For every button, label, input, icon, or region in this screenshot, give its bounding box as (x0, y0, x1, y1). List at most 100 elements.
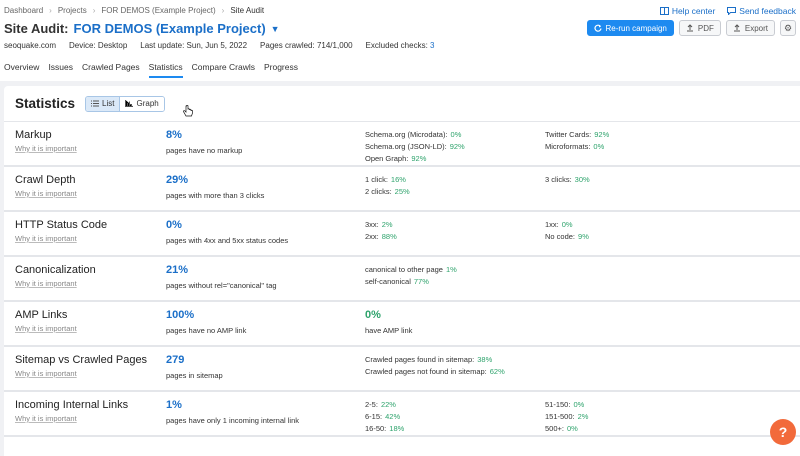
breakdown-value[interactable]: 92% (594, 130, 610, 139)
tab-compare-crawls[interactable]: Compare Crawls (191, 62, 255, 72)
breakdown-label: Schema.org (Microdata): (365, 130, 448, 139)
breakdown-value[interactable]: 0% (561, 220, 573, 229)
tab-progress[interactable]: Progress (263, 62, 298, 72)
stat-description: pages with more than 3 clicks (166, 191, 265, 200)
chevron-right-icon: › (92, 6, 96, 15)
why-important-link[interactable]: Why it is important (15, 279, 77, 288)
stats-list: Markup Why it is important 8% pages have no… (4, 122, 800, 437)
stat-breakdown-item: Microformats: 0% (545, 142, 604, 151)
stat-value[interactable]: 8% (166, 129, 182, 141)
breakdown-label: 6-15: (365, 412, 383, 421)
list-icon (91, 100, 100, 107)
pdf-button[interactable]: PDF (678, 20, 721, 36)
breakdown-label: 2xx: (365, 232, 379, 241)
rerun-campaign-button[interactable]: Re-run campaign (586, 20, 674, 36)
graph-view-button[interactable]: Graph (119, 96, 164, 111)
project-selector[interactable]: FOR DEMOS (Example Project) (73, 21, 266, 36)
refresh-icon (593, 24, 602, 32)
stat-value[interactable]: 0% (166, 219, 182, 231)
stat-breakdown-item: No code: 9% (545, 232, 589, 241)
breakdown-value[interactable]: 2% (577, 412, 589, 421)
project-meta: seoquake.com Device: Desktop Last update… (4, 41, 435, 50)
send-feedback-label: Send feedback (739, 6, 796, 16)
settings-button[interactable]: ⚙ (780, 20, 796, 36)
breakdown-label: Twitter Cards: (545, 130, 592, 139)
breakdown-value[interactable]: 25% (394, 187, 410, 196)
breakdown-value[interactable]: 0% (573, 400, 585, 409)
stat-value[interactable]: 1% (166, 399, 182, 411)
excluded-checks-count[interactable]: 3 (430, 41, 435, 50)
stat-breakdown-item: Crawled pages not found in sitemap: 62% (365, 367, 505, 376)
breakdown-value[interactable]: 0% (450, 130, 462, 139)
export-button[interactable]: Export (725, 20, 775, 36)
breakdown-label: self-canonical (365, 277, 411, 286)
breakdown-label: Schema.org (JSON-LD): (365, 142, 447, 151)
help-center-link[interactable]: Help center (659, 6, 715, 16)
pdf-label: PDF (697, 23, 714, 33)
tab-crawled-pages[interactable]: Crawled Pages (82, 62, 140, 72)
breakdown-value[interactable]: 0% (566, 424, 578, 433)
stat-value[interactable]: 100% (166, 309, 195, 321)
why-important-link[interactable]: Why it is important (15, 414, 77, 423)
stat-name: HTTP Status Code (15, 219, 108, 231)
gear-icon: ⚙ (783, 22, 793, 33)
stat-breakdown-item: 151-500: 2% (545, 412, 588, 421)
chevron-down-icon[interactable]: ▼ (270, 23, 280, 34)
stat-breakdown-item: 6-15: 42% (365, 412, 400, 421)
breakdown-value[interactable]: 77% (413, 277, 429, 286)
breakdown-label: 3 clicks: (545, 175, 572, 184)
stat-breakdown-item: 2 clicks: 25% (365, 187, 410, 196)
breakdown-value[interactable]: 9% (578, 232, 589, 241)
stat-breakdown-item: 1xx: 0% (545, 220, 573, 229)
panel-title: Statistics (15, 96, 76, 111)
stat-value[interactable]: 279 (166, 354, 185, 366)
breakdown-value[interactable]: 1% (445, 265, 457, 274)
why-important-link[interactable]: Why it is important (15, 144, 77, 153)
statistics-panel: Statistics List Graph Markup Why it is im… (4, 86, 800, 456)
stat-breakdown-item: 3xx: 2% (365, 220, 393, 229)
tab-statistics[interactable]: Statistics (148, 62, 183, 78)
view-toggle: List Graph (85, 95, 165, 112)
rerun-label: Re-run campaign (605, 23, 667, 33)
breakdown-value[interactable]: 22% (380, 400, 396, 409)
excluded-checks-label: Excluded checks: (365, 41, 428, 50)
stat-breakdown-item: canonical to other page 1% (365, 265, 457, 274)
why-important-link[interactable]: Why it is important (15, 189, 77, 198)
breadcrumb-projects[interactable]: Projects (57, 6, 87, 15)
tab-bar: Overview Issues Crawled Pages Statistics… (4, 62, 298, 78)
stat-value[interactable]: 29% (166, 174, 189, 186)
why-important-link[interactable]: Why it is important (15, 369, 77, 378)
breakdown-label: 1 click: (365, 175, 388, 184)
breakdown-value[interactable]: 38% (477, 355, 493, 364)
tab-issues[interactable]: Issues (48, 62, 74, 72)
tab-overview[interactable]: Overview (4, 62, 40, 72)
title-prefix: Site Audit: (4, 21, 69, 36)
breakdown-value[interactable]: 88% (381, 232, 397, 241)
stat-row: Markup Why it is important 8% pages have no… (4, 122, 800, 167)
breakdown-value[interactable]: 92% (411, 154, 427, 163)
stat-description: pages in sitemap (166, 371, 223, 380)
stat-value-secondary[interactable]: 0% (365, 309, 381, 321)
list-label: List (102, 99, 115, 108)
stat-value[interactable]: 21% (166, 264, 189, 276)
chevron-right-icon: › (49, 6, 52, 15)
breakdown-value[interactable]: 30% (574, 175, 590, 184)
help-button[interactable]: ? (770, 419, 796, 445)
breakdown-value[interactable]: 16% (390, 175, 406, 184)
breakdown-value[interactable]: 42% (385, 412, 401, 421)
send-feedback-link[interactable]: Send feedback (727, 6, 796, 16)
stat-description: pages with 4xx and 5xx status codes (166, 236, 289, 245)
breakdown-value[interactable]: 2% (381, 220, 393, 229)
breakdown-value[interactable]: 18% (389, 424, 405, 433)
list-view-button[interactable]: List (86, 96, 120, 111)
breadcrumb-dashboard[interactable]: Dashboard (4, 6, 44, 15)
why-important-link[interactable]: Why it is important (15, 324, 77, 333)
breakdown-value[interactable]: 62% (489, 367, 505, 376)
breakdown-value[interactable]: 92% (449, 142, 465, 151)
message-icon (727, 7, 737, 15)
breadcrumb-project[interactable]: FOR DEMOS (Example Project) (101, 6, 216, 15)
why-important-link[interactable]: Why it is important (15, 234, 77, 243)
header: Dashboard › Projects › FOR DEMOS (Exampl… (0, 0, 800, 81)
device: Device: Desktop (69, 41, 128, 50)
breakdown-value[interactable]: 0% (593, 142, 605, 151)
